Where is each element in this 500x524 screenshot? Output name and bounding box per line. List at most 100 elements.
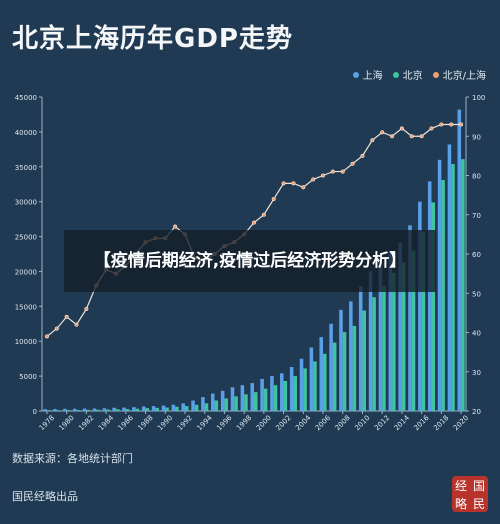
bar-beijing [224, 398, 228, 411]
legend-label-shanghai: 上海 [362, 71, 383, 82]
point-ratio [350, 161, 355, 166]
bar-shanghai [43, 409, 47, 411]
x-tick-label: 2016 [412, 413, 431, 432]
bar-shanghai [220, 390, 225, 411]
bar-beijing [313, 361, 317, 411]
x-tick-label: 1986 [117, 413, 136, 432]
bar-shanghai [368, 271, 373, 411]
x-tick-label: 2000 [255, 414, 273, 432]
point-ratio [291, 181, 296, 186]
seal-char: 民 [472, 496, 485, 511]
x-tick-label: 1990 [156, 414, 174, 432]
legend-swatch-ratio [432, 71, 439, 78]
bar-beijing [155, 407, 159, 411]
y-left-tick-label: 35000 [15, 164, 37, 172]
bar-beijing [401, 262, 406, 411]
bar-beijing [263, 388, 268, 411]
point-ratio [271, 197, 276, 202]
point-ratio [64, 314, 69, 319]
brand-credit: 国民经略出品 [12, 490, 78, 503]
article-title-text[interactable]: 【疫情后期经济,疫情过后经济形势分析】 [93, 251, 407, 271]
bar-shanghai [270, 376, 274, 411]
point-ratio [281, 181, 286, 186]
bar-shanghai [329, 323, 333, 411]
legend-swatch-beijing [392, 71, 399, 78]
legend-item-beijing: 北京 [392, 67, 423, 82]
bar-beijing [392, 272, 396, 411]
bar-shanghai [447, 144, 452, 411]
chart-legend: 上海 北京 北京/上海 [352, 67, 486, 82]
bar-shanghai [151, 406, 156, 411]
bar-shanghai [132, 407, 136, 411]
point-ratio [449, 122, 454, 127]
point-ratio [380, 130, 385, 135]
seal-char: 略 [454, 496, 467, 511]
legend-item-shanghai: 上海 [352, 67, 383, 82]
x-tick-label: 2002 [274, 414, 292, 432]
bar-beijing [175, 406, 179, 411]
y-right-tick-label: 70 [472, 212, 481, 220]
seal-char: 经 [454, 478, 467, 493]
point-ratio [320, 173, 326, 178]
bar-beijing [194, 404, 199, 411]
bar-shanghai [299, 358, 304, 411]
x-tick-label: 2008 [334, 414, 352, 432]
y-right-tick-label: 90 [472, 133, 481, 141]
point-ratio [330, 169, 335, 174]
bar-shanghai [378, 262, 383, 411]
bar-beijing [86, 409, 90, 411]
y-left-tick-label: 20000 [15, 268, 37, 276]
bar-beijing [254, 392, 258, 411]
bar-shanghai [191, 400, 195, 411]
bar-beijing [76, 410, 81, 411]
x-tick-label: 1984 [97, 413, 116, 432]
bar-shanghai [53, 408, 57, 411]
bar-beijing [421, 231, 426, 411]
bar-beijing [362, 310, 367, 411]
y-left-tick-label: 30000 [15, 199, 37, 207]
point-ratio [429, 126, 434, 131]
bar-shanghai [280, 373, 284, 411]
bar-shanghai [437, 159, 442, 411]
seal-char: 国 [472, 478, 485, 493]
bar-beijing [283, 380, 288, 411]
x-tick-label: 1996 [215, 413, 234, 432]
point-ratio [74, 322, 79, 327]
bar-beijing [273, 385, 278, 411]
y-right-tick-label: 30 [472, 369, 481, 377]
bar-beijing [184, 406, 189, 411]
y-right-tick-label: 60 [472, 251, 481, 259]
bar-shanghai [230, 387, 235, 411]
bar-shanghai [82, 408, 87, 411]
point-ratio [261, 212, 266, 217]
x-tick-label: 1980 [58, 414, 76, 432]
bar-beijing [441, 180, 445, 411]
legend-label-ratio: 北京/上海 [442, 71, 486, 82]
x-tick-label: 1982 [77, 414, 95, 432]
x-tick-label: 2004 [294, 413, 313, 432]
point-ratio [459, 122, 464, 127]
bar-shanghai [388, 251, 393, 411]
bar-beijing [451, 163, 455, 411]
bar-beijing [46, 410, 51, 411]
bar-shanghai [92, 408, 97, 411]
article-title-banner[interactable]: 【疫情后期经济,疫情过后经济形势分析】 [64, 230, 436, 292]
bar-beijing [204, 403, 209, 411]
bar-beijing [165, 407, 169, 411]
bar-shanghai [250, 383, 254, 411]
bar-shanghai [201, 397, 205, 411]
bar-beijing [372, 297, 376, 411]
bar-shanghai [211, 393, 215, 411]
y-right-tick-label: 100 [472, 94, 485, 102]
legend-swatch-shanghai [352, 71, 359, 78]
point-ratio [173, 224, 178, 229]
point-ratio [251, 220, 257, 225]
bar-shanghai [289, 367, 294, 411]
bar-shanghai [240, 385, 245, 411]
point-ratio [439, 122, 444, 127]
bar-shanghai [349, 301, 353, 411]
bar-beijing [323, 353, 327, 411]
bar-beijing [106, 409, 110, 411]
y-left-tick-label: 5000 [19, 373, 37, 381]
point-ratio [44, 334, 49, 339]
